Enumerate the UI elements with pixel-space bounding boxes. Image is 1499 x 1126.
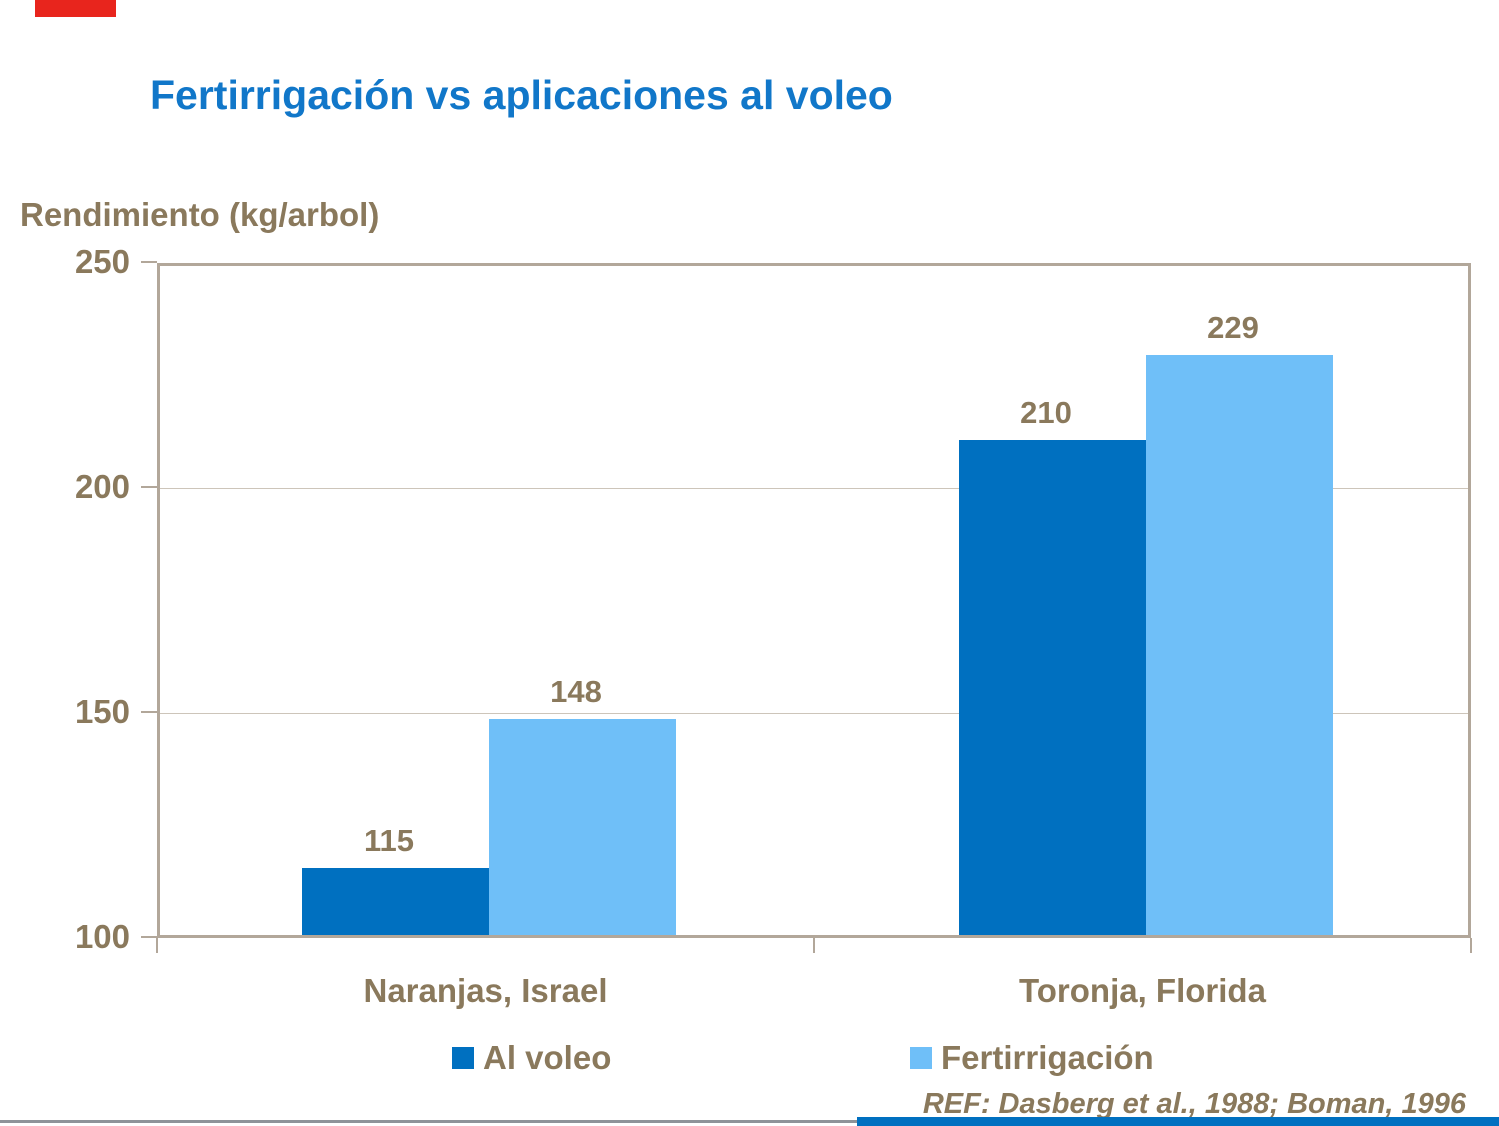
y-axis-tick	[141, 261, 157, 263]
gridline	[160, 713, 1468, 714]
page-title: Fertirrigación vs aplicaciones al voleo	[150, 72, 893, 118]
category-label: Toronja, Florida	[1019, 972, 1266, 1009]
x-axis-tick	[813, 938, 815, 953]
legend-item: Fertirrigación	[910, 1039, 1154, 1077]
y-tick-label: 200	[74, 468, 130, 505]
y-axis-tick	[141, 486, 157, 488]
x-axis-tick	[1470, 938, 1472, 953]
bar	[958, 440, 1146, 935]
legend-label: Al voleo	[483, 1039, 612, 1076]
legend-swatch	[452, 1047, 474, 1069]
category-label: Naranjas, Israel	[363, 972, 608, 1009]
bar	[301, 867, 489, 935]
x-axis-tick	[156, 938, 158, 953]
y-axis-title: Rendimiento (kg/arbol)	[20, 196, 380, 233]
bottom-blue-accent-bar	[857, 1117, 1499, 1126]
top-red-accent-bar	[35, 0, 116, 17]
y-tick-label: 100	[74, 918, 130, 955]
bar	[1145, 354, 1333, 935]
reference-text: REF: Dasberg et al., 1988; Boman, 1996	[922, 1088, 1466, 1120]
legend-item: Al voleo	[452, 1039, 611, 1077]
y-tick-label: 150	[74, 693, 130, 730]
plot-area	[157, 263, 1471, 938]
legend-swatch	[910, 1047, 932, 1069]
bar-value-label: 115	[363, 822, 414, 858]
gridline	[160, 488, 1468, 489]
y-axis-tick	[141, 936, 157, 938]
y-axis-tick	[141, 711, 157, 713]
y-tick-label: 250	[74, 243, 130, 280]
bar-value-label: 210	[1020, 395, 1072, 430]
bar-value-label: 148	[550, 674, 602, 709]
legend-label: Fertirrigación	[941, 1039, 1154, 1076]
bar-value-label: 229	[1207, 309, 1259, 345]
bottom-divider-line	[0, 1120, 1499, 1123]
bar	[488, 719, 676, 935]
